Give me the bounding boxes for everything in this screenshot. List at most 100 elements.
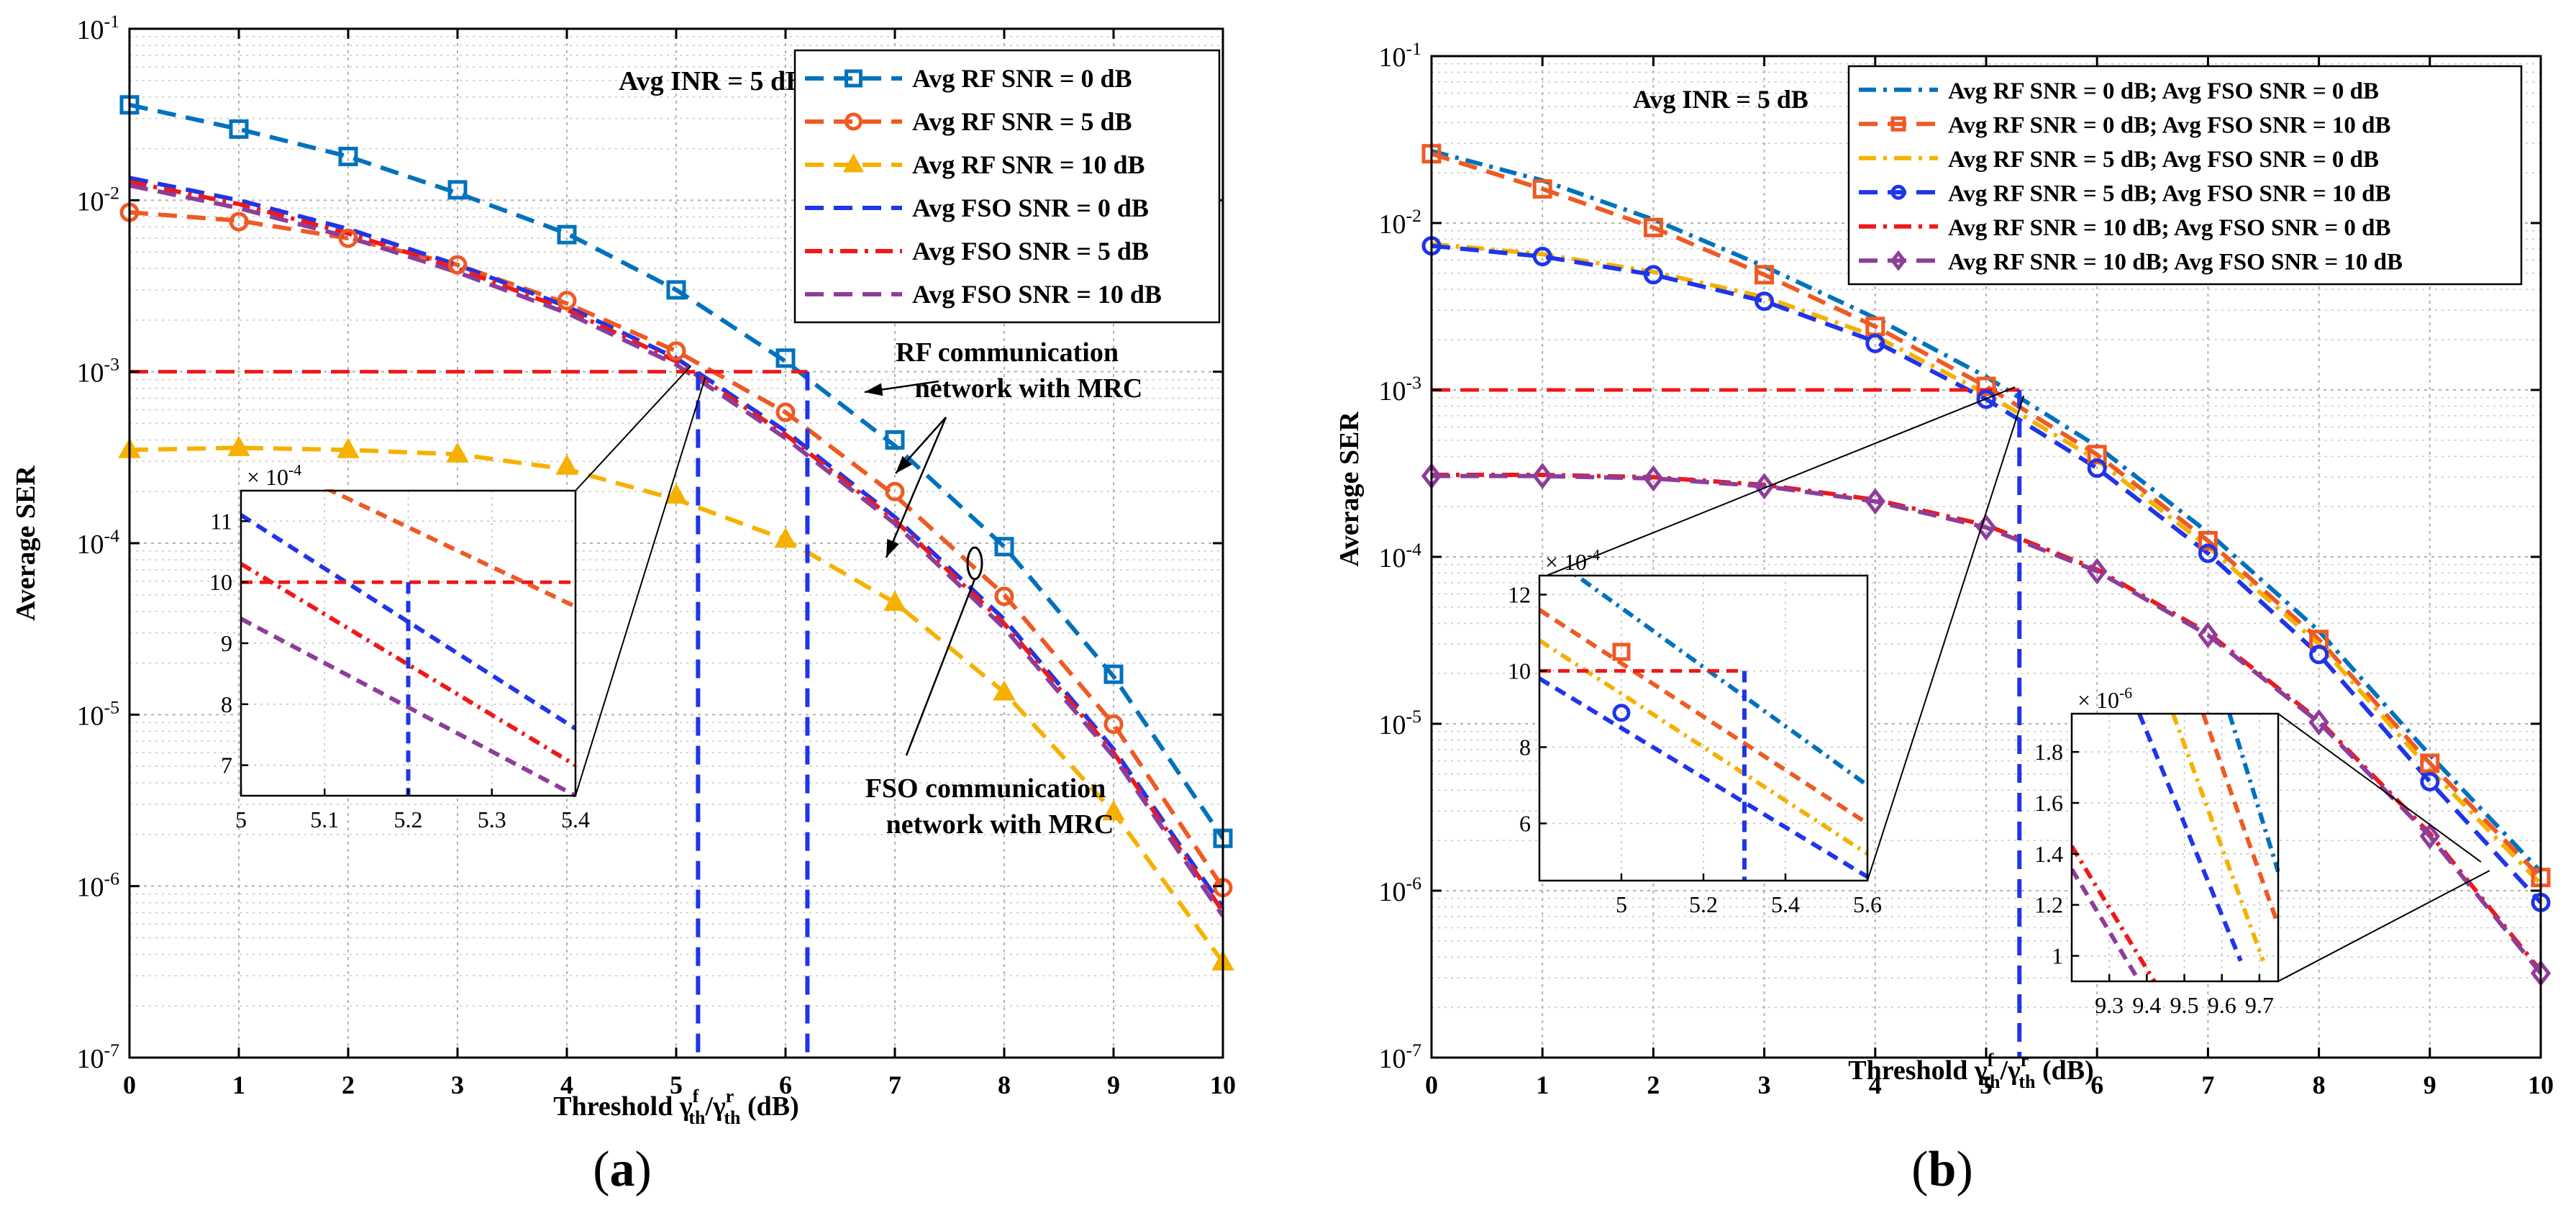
x-tick-label: 4: [560, 1071, 573, 1099]
marker-0-1: [229, 119, 249, 139]
inset-line-5: [2071, 868, 2142, 983]
legend-entry-2: Avg RF SNR = 10 dB: [912, 150, 1145, 179]
legend-entry-1: Avg RF SNR = 5 dB: [912, 107, 1132, 136]
x-tick-label: 1: [1536, 1071, 1549, 1099]
x-tick-label: 9: [1107, 1071, 1120, 1099]
marker-5-3: [1754, 473, 1775, 500]
x-tick-label: 6: [2090, 1071, 2103, 1099]
marker-5-5: [1975, 514, 1997, 541]
legend-entry-5: Avg FSO SNR = 10 dB: [912, 280, 1162, 309]
marker-1-9: [1103, 714, 1124, 735]
marker-2-8: [993, 680, 1016, 701]
marker-3-3: [1754, 291, 1775, 312]
x-tick-label: 8: [2313, 1071, 2326, 1099]
inset-line-0: [2227, 713, 2280, 873]
legend-entry-3: Avg FSO SNR = 0 dB: [912, 194, 1149, 222]
marker-0-4: [557, 224, 577, 245]
x-axis-label: Threshold γf th/γr th (dB): [1848, 1050, 2094, 1092]
inset-box: [2070, 712, 2280, 983]
series-line-1: [129, 210, 1223, 889]
inset-1-connector: [1867, 395, 2025, 881]
inset-lines: [2071, 712, 2280, 983]
inset-x-tick-label: 5: [1616, 891, 1627, 917]
legend-entry-4: Avg RF SNR = 10 dB; Avg FSO SNR = 0 dB: [1948, 215, 2391, 241]
inset-line-0: [1573, 576, 1869, 787]
y-axis-label: Average SER: [1334, 412, 1365, 567]
fso-annotation-line: FSO communication: [865, 773, 1106, 804]
inset-ticks: 5 5.1 5.2 5.3 5.4 7 8 9 10 11: [209, 508, 590, 832]
x-tick-label: 0: [1425, 1071, 1438, 1099]
marker-1-6: [2087, 445, 2107, 465]
x-tick-label: 4: [1869, 1071, 1882, 1099]
rf-arrow-head: [896, 455, 912, 473]
inset-connector: [575, 365, 692, 491]
legend-marker-0: [845, 69, 863, 88]
inset-line-1: [1538, 608, 1869, 826]
inset-line-4: [2071, 845, 2157, 983]
inset-marker-0: [1612, 642, 1631, 661]
rf-annotation: RF communication network with MRC: [864, 337, 1143, 558]
rf-annotation-line: network with MRC: [915, 373, 1143, 404]
marker-1-8: [994, 586, 1014, 606]
inset-x-tick-label: 5.2: [1689, 891, 1718, 917]
panel-b: 0 1 2 3 4 5 6 7 8 9 1010-110-210-310-410-510-610-7…: [1334, 38, 2554, 1197]
marker-1-5: [1976, 376, 1996, 396]
legend-marker-1: [845, 112, 863, 131]
marker-0-9: [1103, 664, 1124, 684]
inset: 5 5.1 5.2 5.3 5.4 7 8 9 10 11 × 10-4: [209, 462, 590, 832]
inset-line-3: [241, 617, 577, 797]
inset-line-3: [1538, 676, 1869, 879]
inset-y-tick-label: 10: [1508, 658, 1531, 684]
inset-2-connector: [2277, 870, 2490, 982]
fso-annotation-line: network with MRC: [886, 809, 1114, 840]
marker-1-4: [557, 291, 577, 311]
marker-1-3: [447, 255, 468, 275]
inset-ticks: 9.3 9.4 9.5 9.6 9.7 1 1.2 1.4 1.6 1.8: [2034, 739, 2274, 1018]
marker-1-5: [666, 341, 686, 361]
y-tick-label: 10-1: [76, 11, 119, 45]
y-tick-label: 10-3: [1378, 372, 1421, 406]
x-tick-label: 1: [232, 1071, 245, 1099]
marker-5-4: [1865, 488, 1885, 515]
marker-1-9: [2420, 753, 2440, 773]
panel-a: 0 1 2 3 4 5 6 7 8 9 10 10-1 10-2 10-3 10-4 10-5 10-6 10-7…: [11, 11, 1236, 1197]
x-tick-label: 0: [123, 1071, 136, 1099]
legend-entry-1: Avg RF SNR = 0 dB; Avg FSO SNR = 10 dB: [1948, 112, 2391, 138]
legend-entry-3: Avg RF SNR = 5 dB; Avg FSO SNR = 10 dB: [1948, 181, 2391, 206]
marker-3-8: [2309, 645, 2329, 665]
marker-1-7: [885, 481, 905, 501]
inset-1-connector: [1546, 386, 2016, 576]
inset-y-tick-label: 10: [209, 569, 232, 595]
legend-entry-0: Avg RF SNR = 0 dB: [912, 64, 1132, 93]
x-axis-label: Threshold γf th/γr th (dB): [553, 1086, 799, 1128]
inset-x-tick-label: 9.5: [2170, 992, 2199, 1018]
marker-3-7: [2198, 543, 2218, 563]
inset-x-tick-label: 5.1: [310, 807, 339, 832]
inset-ticks: 5 5.2 5.4 5.6 6 8 10 12: [1508, 582, 1882, 918]
y-axis-label: Average SER: [11, 465, 41, 621]
x-tick-label: 10: [1210, 1071, 1236, 1099]
fso-annotation: FSO communication network with MRC: [865, 546, 1114, 840]
marker-3-9: [2420, 771, 2440, 791]
tick-labels: 0 1 2 3 4 5 6 7 8 9 10 10-1 10-2 10-3 10-4 10-5 10-6 10-7: [76, 11, 1236, 1099]
series-line-5: [1432, 473, 2541, 975]
inset-y-tick-label: 1.4: [2034, 841, 2063, 867]
panel-label: (a): [593, 1142, 652, 1197]
inset-y-tick-label: 1.2: [2034, 892, 2063, 918]
inset-y-tick-label: 11: [210, 508, 232, 534]
legend-entry-2: Avg RF SNR = 5 dB; Avg FSO SNR = 0 dB: [1948, 147, 2379, 173]
y-tick-label: 10-3: [76, 354, 119, 389]
inset-y-tick-label: 12: [1508, 582, 1531, 608]
inset-lines: [241, 489, 577, 797]
inset-1: 5 5.2 5.4 5.6 6 8 10 12 × 10-4: [1508, 547, 1882, 917]
marker-0-7: [885, 430, 905, 450]
legend: Avg RF SNR = 0 dB; Avg FSO SNR = 0 dB Avg…: [1847, 65, 2523, 286]
legend-box: [1847, 65, 2523, 286]
y-tick-label: 10-5: [1378, 706, 1421, 740]
inset-x-tick-label: 5: [235, 807, 247, 832]
rf-arrow: [885, 417, 947, 558]
series-line-0: [129, 102, 1223, 840]
y-tick-label: 10-4: [76, 525, 119, 560]
series-line-1: [1432, 151, 2541, 879]
x-tick-label: 2: [1647, 1071, 1660, 1099]
